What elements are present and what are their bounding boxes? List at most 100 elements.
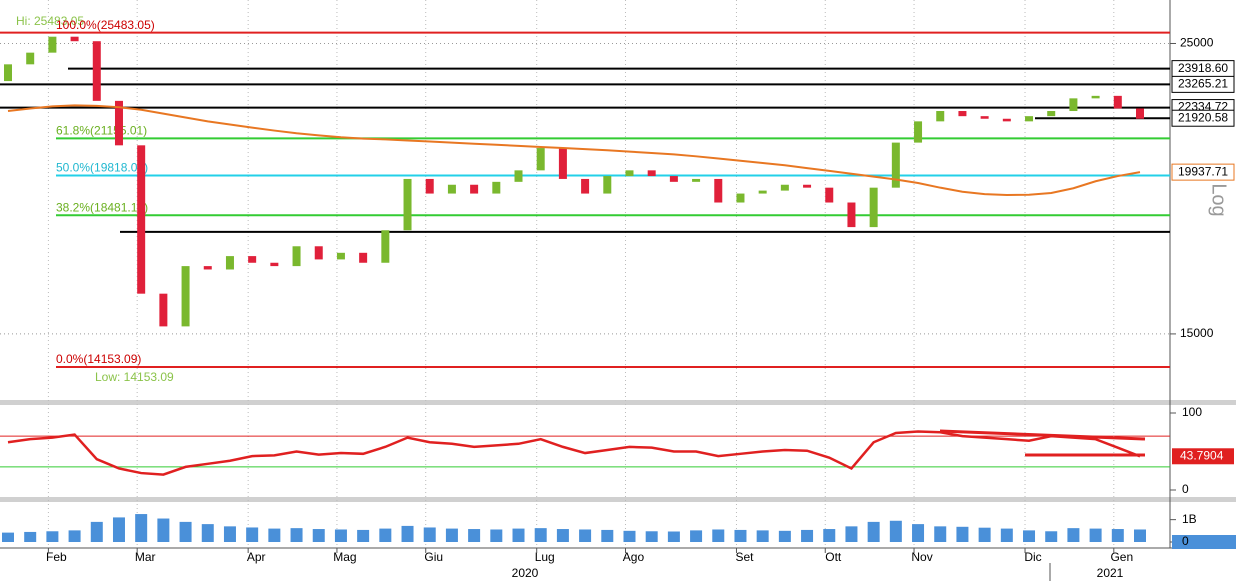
volume-bar xyxy=(512,528,525,542)
candle xyxy=(558,148,567,179)
level-label: 61.8%(21155.01) xyxy=(56,124,147,138)
volume-bar xyxy=(2,532,14,542)
candle xyxy=(292,246,301,267)
y-tick-label: 0 xyxy=(1182,534,1189,548)
x-tick-label: Apr xyxy=(247,550,266,564)
volume-bar xyxy=(1089,528,1102,542)
trendline xyxy=(939,429,1146,441)
candle xyxy=(669,176,678,182)
candle xyxy=(914,121,923,143)
candle xyxy=(980,116,989,119)
candle xyxy=(92,41,101,101)
volume-bar xyxy=(379,528,392,542)
candle xyxy=(203,266,212,270)
y-tick-label: 100 xyxy=(1182,405,1202,419)
candle xyxy=(48,36,57,53)
volume-bar xyxy=(579,529,592,542)
axis-label-box xyxy=(1172,448,1234,465)
candle xyxy=(225,256,234,270)
volume-bar xyxy=(423,527,436,542)
candle xyxy=(26,52,35,65)
year-label: 2020 xyxy=(512,566,539,580)
volume-bar xyxy=(445,528,458,542)
volume-bar xyxy=(867,521,880,542)
low-label: Low: 14153.09 xyxy=(95,370,174,384)
x-tick-label: Nov xyxy=(911,550,932,564)
volume-bar xyxy=(778,530,791,542)
candle xyxy=(1025,116,1034,122)
axis-label-box xyxy=(1172,535,1236,549)
volume-bar xyxy=(1023,530,1036,542)
volume-bar xyxy=(401,525,414,542)
volume-bar xyxy=(845,526,858,542)
candle xyxy=(381,230,390,263)
axis-label-box xyxy=(1171,75,1235,93)
candle xyxy=(1047,111,1056,117)
volume-bar xyxy=(246,527,259,542)
candle xyxy=(159,293,168,327)
candle xyxy=(470,184,479,194)
volume-bar xyxy=(357,529,370,542)
moving-average xyxy=(7,104,1141,197)
volume-bar xyxy=(889,520,902,542)
volume-bar xyxy=(623,530,636,542)
x-tick-label: Giu xyxy=(424,550,443,564)
x-tick-label: Set xyxy=(735,550,754,564)
axis-label-box xyxy=(1171,163,1235,181)
volume-bar xyxy=(268,528,281,542)
volume-bar xyxy=(1000,528,1013,542)
volume-bar xyxy=(112,517,125,542)
candle xyxy=(958,111,967,117)
volume-bar xyxy=(46,531,59,542)
axis-label: 19937.71 xyxy=(1178,164,1228,178)
axis-label: 23918.60 xyxy=(1178,61,1228,75)
level-label: 0.0%(14153.09) xyxy=(56,352,141,366)
panel-divider xyxy=(0,497,1236,502)
x-tick-label: Gen xyxy=(1110,550,1133,564)
volume-bar xyxy=(312,529,325,542)
volume-bar xyxy=(823,529,836,542)
candle xyxy=(114,100,123,146)
x-tick-label: Ott xyxy=(825,550,842,564)
candle xyxy=(514,170,523,182)
candle xyxy=(869,187,878,228)
candle xyxy=(359,252,368,263)
volume-bar xyxy=(468,529,481,542)
year-label: 2021 xyxy=(1097,566,1124,580)
axis-label: 23265.21 xyxy=(1178,77,1228,91)
candle xyxy=(270,262,279,267)
volume-bar xyxy=(734,529,747,542)
candle xyxy=(425,178,434,194)
candle xyxy=(1091,95,1100,99)
candle xyxy=(536,148,545,171)
volume-bar xyxy=(135,514,148,542)
candle xyxy=(4,64,12,82)
volume-bar xyxy=(712,529,725,542)
y-tick-label: 15000 xyxy=(1180,326,1214,340)
volume-bar xyxy=(601,529,614,542)
volume-bar xyxy=(690,530,703,542)
x-tick-label: Dic xyxy=(1024,550,1041,564)
y-tick-label: 0 xyxy=(1182,482,1189,496)
volume-bar xyxy=(645,531,658,542)
volume-bar xyxy=(157,518,170,542)
volume-bar xyxy=(667,531,680,542)
volume-bar xyxy=(24,531,37,542)
candle xyxy=(780,184,789,191)
y-tick-label: 25000 xyxy=(1180,36,1214,50)
volume-bar xyxy=(978,527,991,542)
x-tick-label: Mar xyxy=(135,550,156,564)
level-label: 38.2%(18481.13) xyxy=(56,200,148,214)
volume-bar xyxy=(534,528,547,542)
volume-bar xyxy=(490,529,503,542)
candle xyxy=(492,181,501,194)
candle xyxy=(736,193,745,203)
volume-bar xyxy=(801,529,814,542)
volume-bar xyxy=(334,529,347,542)
volume-bar xyxy=(756,530,769,542)
axis-label-box xyxy=(1171,109,1235,127)
volume-bar xyxy=(956,526,969,542)
y-tick-label: 1B xyxy=(1182,512,1197,526)
level-label: 100.0%(25483.05) xyxy=(56,18,155,32)
